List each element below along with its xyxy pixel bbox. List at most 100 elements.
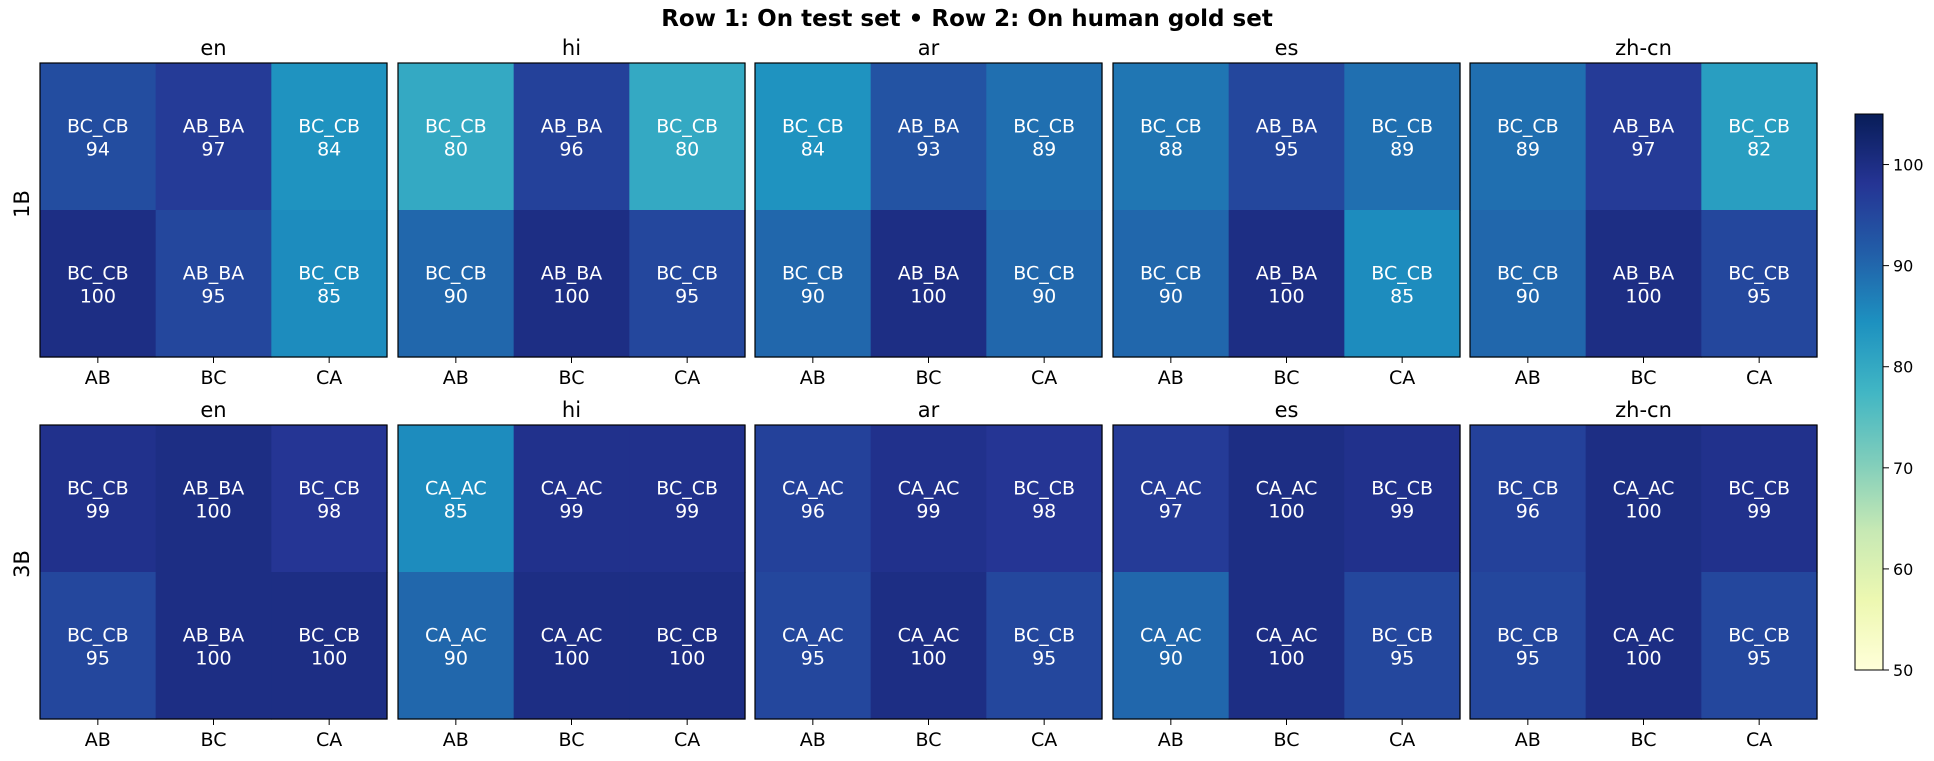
heatmap-cell-1B-hi-r0-c1 [513,63,630,211]
cell-value-1B-zh-cn-r1-c1: 100 [1625,286,1661,308]
cell-value-1B-ar-r0-c2: 89 [1032,139,1056,161]
heatmap-cell-1B-ar-r0-c2 [986,63,1103,211]
cell-value-3B-ar-r0-c2: 98 [1032,501,1056,523]
x-tick-label-1B-es-0: AB [1158,367,1184,389]
x-tick-label-1B-es-2: CA [1389,367,1415,389]
cell-value-3B-zh-cn-r0-c1: 100 [1625,501,1661,523]
panel-title-3B-ar: ar [918,398,940,422]
cell-value-1B-hi-r0-c0: 80 [444,139,468,161]
x-tick-label-3B-en-2: CA [316,729,342,751]
cell-label-1B-hi-r1-c1: AB_BA [541,263,603,285]
heatmap-cell-3B-ar-r0-c2 [986,425,1103,573]
cell-value-1B-hi-r0-c1: 96 [559,139,583,161]
x-tick-label-1B-zh-cn-2: CA [1746,367,1772,389]
cell-value-3B-ar-r1-c2: 95 [1032,648,1056,670]
heatmap-cell-1B-en-r0-c2 [271,63,388,211]
heatmap-cell-1B-ar-r0-c0 [755,63,872,211]
x-tick-label-3B-hi-0: AB [443,729,469,751]
x-tick-label-3B-es-1: BC [1274,729,1300,751]
x-tick-label-3B-ar-0: AB [800,729,826,751]
cell-label-3B-en-r1-c2: BC_CB [298,625,360,647]
cell-value-3B-hi-r0-c1: 99 [559,501,583,523]
cell-label-1B-en-r0-c2: BC_CB [298,116,360,138]
cell-label-3B-hi-r0-c0: CA_AC [425,478,487,500]
heatmap-cell-3B-ar-r1-c2 [986,572,1103,720]
cell-value-1B-zh-cn-r0-c1: 97 [1631,139,1655,161]
heatmap-cell-3B-hi-r1-c1 [513,572,630,720]
heatmap-cell-3B-ar-r1-c0 [755,572,872,720]
heatmap-cell-3B-es-r0-c2 [1344,425,1461,573]
cell-value-1B-en-r0-c1: 97 [201,139,225,161]
cell-label-3B-zh-cn-r0-c2: BC_CB [1728,478,1790,500]
cell-value-1B-hi-r1-c2: 95 [675,286,699,308]
x-tick-label-1B-ar-1: BC [916,367,942,389]
x-tick-label-1B-hi-0: AB [443,367,469,389]
heatmap-cell-1B-es-r0-c2 [1344,63,1461,211]
cell-label-3B-en-r1-c0: BC_CB [67,625,129,647]
cell-label-1B-es-r1-c2: BC_CB [1371,263,1433,285]
heatmap-cell-1B-hi-r0-c2 [629,63,746,211]
heatmap-cell-1B-ar-r1-c0 [755,210,872,358]
heatmap-cell-1B-es-r1-c1 [1228,210,1345,358]
heatmap-cell-3B-en-r1-c0 [40,572,157,720]
panel-title-3B-en: en [200,398,226,422]
cell-value-1B-en-r1-c1: 95 [201,286,225,308]
cell-value-3B-en-r1-c0: 95 [86,648,110,670]
cell-label-3B-zh-cn-r1-c2: BC_CB [1728,625,1790,647]
x-tick-label-1B-hi-2: CA [674,367,700,389]
cell-label-3B-zh-cn-r1-c1: CA_AC [1613,625,1675,647]
cell-label-3B-ar-r0-c1: CA_AC [898,478,960,500]
heatmap-cell-3B-es-r0-c1 [1228,425,1345,573]
heatmap-cell-3B-ar-r1-c1 [870,572,987,720]
heatmap-cell-1B-en-r1-c0 [40,210,157,358]
heatmap-cell-1B-es-r1-c0 [1113,210,1230,358]
cell-value-3B-ar-r0-c0: 96 [801,501,825,523]
heatmap-cell-1B-es-r1-c2 [1344,210,1461,358]
cell-label-3B-es-r1-c2: BC_CB [1371,625,1433,647]
heatmap-cell-3B-zh-cn-r0-c2 [1701,425,1818,573]
cell-label-3B-ar-r1-c1: CA_AC [898,625,960,647]
cell-value-3B-zh-cn-r1-c1: 100 [1625,648,1661,670]
colorbar-tick-label-60: 60 [1893,560,1913,579]
heatmap-cell-1B-en-r0-c1 [155,63,272,211]
cell-value-1B-en-r1-c0: 100 [80,286,116,308]
cell-value-1B-en-r1-c2: 85 [317,286,341,308]
x-tick-label-3B-en-1: BC [201,729,227,751]
cell-label-1B-zh-cn-r1-c1: AB_BA [1613,263,1675,285]
panel-title-1B-en: en [200,36,226,60]
heatmap-cell-3B-en-r0-c0 [40,425,157,573]
x-tick-label-3B-hi-1: BC [559,729,585,751]
cell-value-3B-hi-r0-c2: 99 [675,501,699,523]
x-tick-label-3B-zh-cn-2: CA [1746,729,1772,751]
colorbar-tick-label-90: 90 [1893,257,1913,276]
heatmap-cell-3B-es-r1-c2 [1344,572,1461,720]
heatmap-cell-1B-en-r1-c1 [155,210,272,358]
heatmap-cell-3B-en-r0-c1 [155,425,272,573]
colorbar-tick-label-80: 80 [1893,358,1913,377]
panel-title-1B-hi: hi [562,36,581,60]
heatmap-cell-1B-en-r0-c0 [40,63,157,211]
cell-label-1B-es-r0-c2: BC_CB [1371,116,1433,138]
cell-value-3B-en-r0-c2: 98 [317,501,341,523]
cell-value-1B-ar-r1-c0: 90 [801,286,825,308]
cell-label-1B-es-r0-c1: AB_BA [1256,116,1318,138]
cell-value-3B-hi-r1-c2: 100 [669,648,705,670]
cell-value-3B-en-r0-c1: 100 [195,501,231,523]
cell-value-1B-zh-cn-r1-c0: 90 [1516,286,1540,308]
heatmap-cell-3B-es-r1-c1 [1228,572,1345,720]
cell-label-1B-ar-r0-c0: BC_CB [782,116,844,138]
cell-label-1B-ar-r1-c0: BC_CB [782,263,844,285]
cell-label-1B-ar-r1-c2: BC_CB [1013,263,1075,285]
heatmap-cell-3B-es-r1-c0 [1113,572,1230,720]
colorbar-tick-label-50: 50 [1893,661,1913,680]
colorbar-tick-label-70: 70 [1893,459,1913,478]
cell-value-1B-zh-cn-r1-c2: 95 [1747,286,1771,308]
cell-value-1B-es-r0-c0: 88 [1159,139,1183,161]
cell-label-3B-es-r1-c1: CA_AC [1256,625,1318,647]
x-tick-label-1B-ar-0: AB [800,367,826,389]
heatmap-cell-3B-hi-r0-c1 [513,425,630,573]
cell-value-1B-hi-r1-c0: 90 [444,286,468,308]
cell-label-3B-es-r0-c0: CA_AC [1140,478,1202,500]
